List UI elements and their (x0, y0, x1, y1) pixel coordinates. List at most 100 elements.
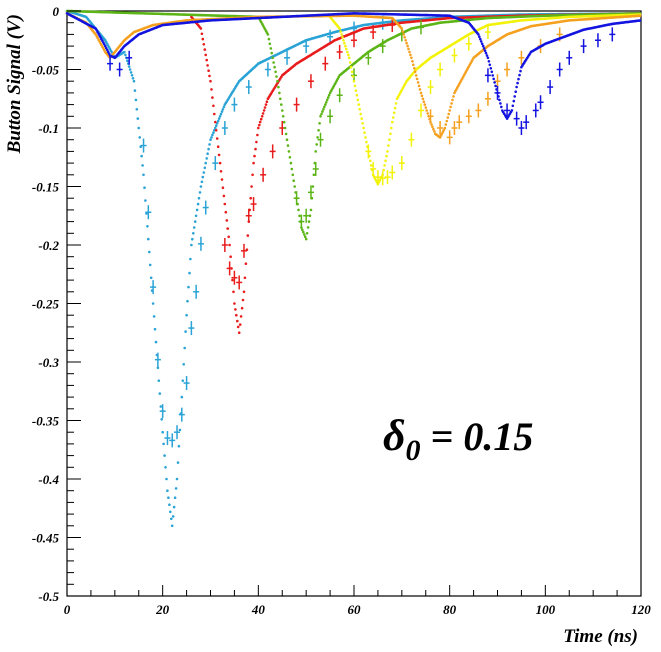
curve-point (480, 42, 484, 46)
curve-point (198, 191, 202, 194)
curve-point (265, 100, 269, 103)
curve-point (207, 147, 210, 151)
y-axis-title: Button Signal (V) (4, 14, 25, 154)
y-tick-label: -0.1 (38, 121, 59, 136)
curve-point (215, 137, 219, 140)
curve-point (255, 140, 258, 144)
x-tick-label: 40 (251, 602, 266, 617)
y-tick-label: -0.35 (32, 414, 60, 429)
curve-point (193, 220, 197, 223)
curve-point (514, 90, 517, 93)
curve-point (206, 152, 209, 155)
curve-point (403, 36, 407, 39)
curve-point (301, 228, 304, 232)
curve-point (426, 112, 430, 115)
curve-point (173, 496, 177, 500)
curve-point (151, 302, 155, 305)
curve-point (210, 136, 213, 139)
curve-point (277, 85, 280, 89)
curve-point (243, 276, 247, 280)
curve-point (339, 30, 342, 33)
curve-point (257, 126, 260, 130)
curve-point (238, 323, 242, 326)
curve-point (346, 50, 349, 54)
y-tick-label: -0.05 (32, 63, 60, 78)
curve-point (369, 159, 372, 163)
curve-point (244, 262, 248, 266)
curve-point (184, 330, 187, 333)
curve-point (638, 19, 642, 22)
curve-point (222, 194, 226, 198)
series-1 (65, 9, 642, 528)
curve-point (161, 430, 164, 434)
curve-point (196, 202, 200, 206)
curve-point (201, 37, 205, 41)
curve-point (304, 237, 308, 241)
curve-point (258, 123, 261, 127)
delta-subscript: 0 (406, 434, 421, 467)
curve-point (325, 101, 328, 104)
curve-point (222, 105, 226, 109)
curve-point (246, 234, 250, 237)
x-axis-title: Time (ns) (563, 626, 638, 647)
curve-point (258, 120, 262, 124)
curve-point (287, 150, 291, 153)
curve-point (240, 306, 244, 310)
curve-point (172, 505, 176, 509)
curve-point (263, 106, 267, 109)
curve-point (141, 164, 144, 167)
curve-point (284, 132, 288, 136)
curve-point (202, 171, 206, 174)
curve-point (487, 60, 491, 63)
curve-point (130, 74, 134, 77)
curve-point (481, 44, 485, 48)
curve-point (165, 477, 168, 481)
curve-point (274, 70, 277, 74)
curve-point (235, 313, 238, 317)
curve-point (217, 153, 221, 157)
curve-point (369, 164, 373, 167)
curve-point (323, 105, 326, 109)
curve-point (485, 54, 489, 57)
curve-point (358, 108, 362, 111)
curve-point (148, 263, 152, 267)
curve-point (307, 220, 311, 223)
curve-point (492, 77, 496, 81)
curve-point (170, 524, 174, 528)
curve-point (391, 120, 394, 124)
curve-point (347, 56, 351, 60)
curve-point (219, 112, 223, 116)
curve-point (362, 126, 365, 130)
curve-point (289, 161, 293, 165)
curve-point (309, 208, 313, 212)
curve-point (275, 75, 278, 78)
curve-point (204, 53, 207, 57)
curve-point (148, 250, 151, 254)
curve-point (446, 116, 450, 119)
curve-point (293, 185, 297, 188)
curve-point (186, 299, 189, 303)
curve-point (283, 126, 287, 130)
curve-point (215, 122, 219, 125)
curve-point (229, 255, 232, 258)
curve-point (266, 33, 270, 36)
curve-point (303, 235, 307, 239)
curve-point (306, 226, 310, 229)
curve-point (290, 167, 294, 171)
curve-point (512, 99, 516, 103)
curve-point (444, 123, 448, 126)
curve-point (214, 124, 218, 127)
curve-point (365, 140, 368, 144)
curve-point (252, 161, 255, 165)
curve-point (278, 91, 281, 95)
curve-point (236, 325, 240, 329)
curve-point (207, 69, 210, 72)
curve-point (433, 130, 436, 133)
curve-point (345, 47, 348, 51)
x-tick-label: 20 (155, 602, 170, 617)
curve-point (303, 233, 306, 236)
curve-point (214, 126, 217, 130)
curve-point (348, 61, 352, 64)
curve-point (210, 88, 213, 91)
curve-point (218, 115, 222, 118)
